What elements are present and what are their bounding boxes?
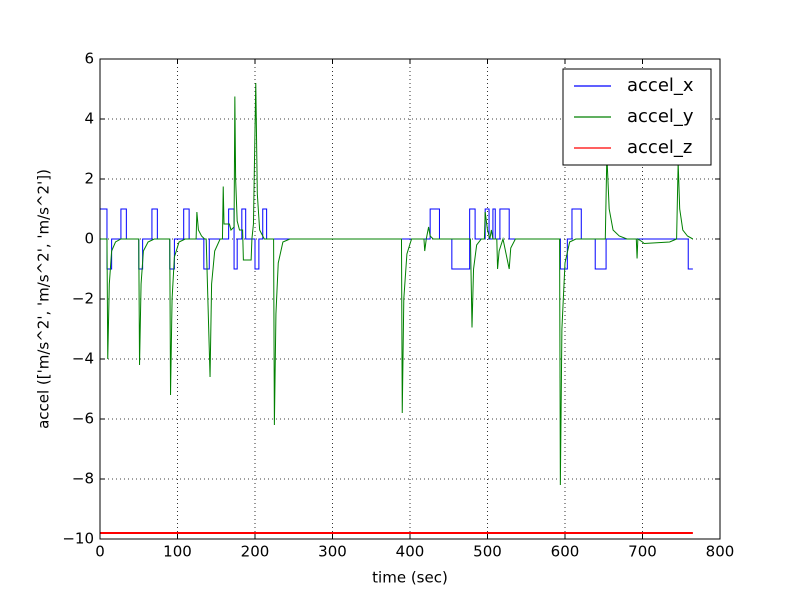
x-tick-label: 600 — [551, 543, 580, 561]
x-tick-label: 300 — [318, 543, 347, 561]
x-tick-label: 800 — [706, 543, 735, 561]
legend-label: accel_y — [627, 106, 694, 127]
y-tick-label: −4 — [72, 350, 94, 368]
legend-label: accel_x — [627, 75, 694, 96]
x-tick-label: 400 — [396, 543, 425, 561]
plot-frame — [99, 58, 721, 540]
x-tick-label: 700 — [628, 543, 657, 561]
x-tick-label: 0 — [95, 543, 105, 561]
y-tick-label: −2 — [72, 290, 94, 308]
y-tick-label: 0 — [84, 230, 94, 248]
x-tick-label: 500 — [473, 543, 502, 561]
x-tick-label: 200 — [241, 543, 270, 561]
y-tick-label: −8 — [72, 470, 94, 488]
y-tick-label: 4 — [84, 110, 94, 128]
series-line — [100, 208, 693, 270]
y-tick-label: 2 — [84, 170, 94, 188]
y-tick-label: −10 — [62, 530, 94, 548]
legend-label: accel_z — [627, 137, 692, 158]
y-tick-label: 6 — [84, 50, 94, 68]
series-line — [100, 82, 694, 486]
y-axis-label: accel (['m/s^2', 'm/s^2', 'm/s^2']) — [35, 169, 53, 429]
x-tick-label: 100 — [163, 543, 192, 561]
x-axis-label: time (sec) — [372, 569, 448, 587]
y-tick-label: −6 — [72, 410, 94, 428]
